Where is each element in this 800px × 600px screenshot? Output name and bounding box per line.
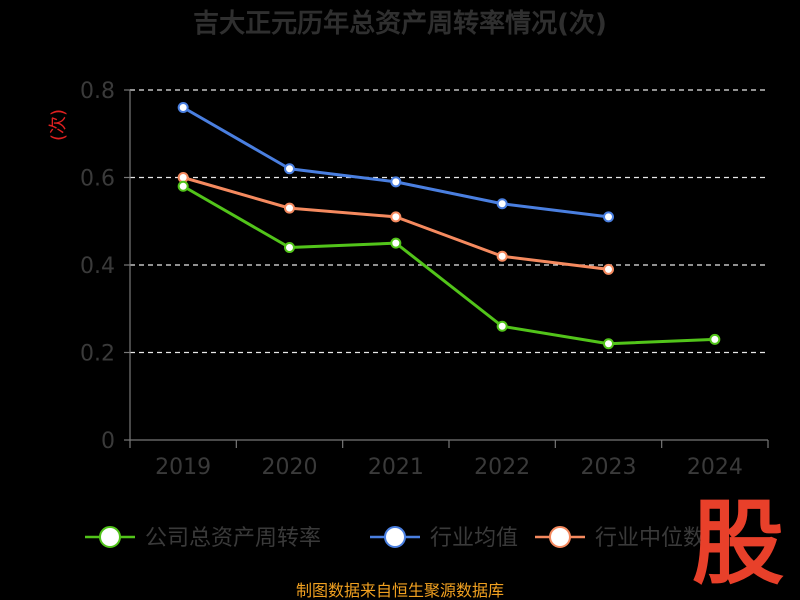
x-tick-label: 2021 (368, 455, 424, 480)
grid-lines (130, 89, 768, 354)
y-tick-labels: 0 0.2 0.4 0.6 0.8 (80, 79, 115, 454)
data-point (177, 172, 189, 183)
legend-item: 行业中位数 (535, 526, 705, 551)
series-0 (177, 180, 721, 350)
legend-label: 行业均值 (430, 526, 518, 551)
x-tick-label: 2023 (581, 455, 637, 480)
data-point (390, 211, 402, 223)
series-1 (177, 102, 614, 223)
watermark-logo: 股 (692, 490, 784, 597)
legend-item: 公司总资产周转率 (85, 526, 321, 551)
series-2 (177, 172, 614, 275)
data-point (390, 237, 402, 249)
x-tick-labels: 2019 2020 2021 2022 2023 2024 (155, 455, 743, 480)
data-point (603, 211, 614, 223)
legend-swatch-marker (549, 526, 571, 548)
y-tick-label: 0.4 (80, 254, 115, 279)
legend-label: 公司总资产周转率 (145, 526, 321, 551)
source-note: 制图数据来自恒生聚源数据库 (296, 581, 504, 600)
series-lines (177, 102, 721, 350)
axes (124, 89, 769, 448)
y-axis-label: (次) (48, 109, 69, 141)
legend-swatch-marker (99, 526, 121, 548)
x-tick-label: 2024 (687, 455, 743, 480)
y-tick-label: 0.6 (80, 167, 115, 192)
data-point (284, 242, 295, 253)
data-point (177, 180, 189, 192)
data-point (709, 333, 721, 345)
y-tick-label: 0.8 (80, 79, 115, 104)
data-point (177, 102, 189, 113)
data-point (284, 202, 295, 214)
y-tick-label: 0 (101, 429, 115, 454)
legend-swatch-marker (384, 526, 406, 548)
legend-item: 行业均值 (370, 526, 518, 551)
data-point (390, 176, 402, 188)
y-tick-label: 0.2 (80, 342, 115, 367)
data-point (284, 163, 295, 175)
x-tick-label: 2022 (474, 455, 530, 480)
series-line (181, 106, 610, 219)
data-point (496, 198, 508, 210)
chart-title: 吉大正元历年总资产周转率情况(次) (193, 8, 607, 39)
data-point (496, 250, 508, 262)
x-tick-label: 2019 (155, 455, 211, 480)
data-point (496, 320, 508, 332)
legend: 公司总资产周转率 行业均值 行业中位数 (85, 526, 705, 551)
legend-label: 行业中位数 (595, 526, 705, 551)
data-point (603, 338, 614, 350)
series-line (181, 184, 717, 346)
x-tick-label: 2020 (262, 455, 318, 480)
data-point (603, 263, 614, 275)
